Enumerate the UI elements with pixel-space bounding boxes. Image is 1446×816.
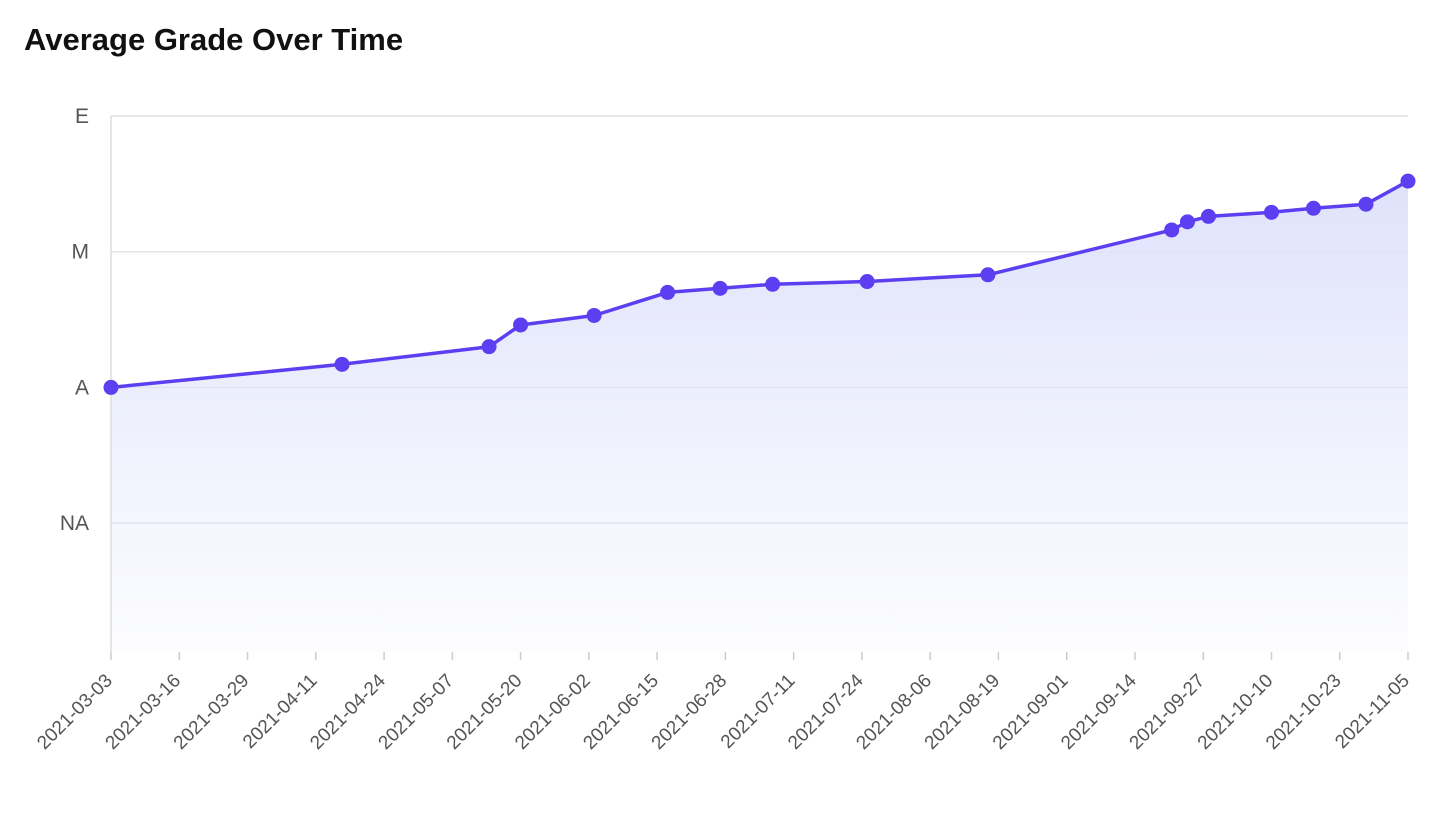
data-point[interactable] xyxy=(1358,196,1374,212)
data-point[interactable] xyxy=(586,307,602,323)
data-point[interactable] xyxy=(1179,214,1195,230)
data-point[interactable] xyxy=(1263,204,1279,220)
data-point[interactable] xyxy=(1400,173,1416,189)
data-point[interactable] xyxy=(712,280,728,296)
y-tick-label: E xyxy=(75,105,89,128)
data-point[interactable] xyxy=(481,339,497,355)
data-point[interactable] xyxy=(765,276,781,292)
data-point[interactable] xyxy=(1305,200,1321,216)
data-point[interactable] xyxy=(859,274,875,290)
x-tick-label: 2021-11-05 xyxy=(1331,670,1414,753)
x-axis-ticks xyxy=(110,652,1409,660)
data-point[interactable] xyxy=(980,267,996,283)
x-axis-labels: 2021-03-032021-03-162021-03-292021-04-11… xyxy=(33,670,1414,754)
y-axis-labels: NA A M E xyxy=(60,105,89,535)
data-point[interactable] xyxy=(1164,222,1180,238)
y-tick-label: M xyxy=(72,241,90,264)
data-points xyxy=(103,173,1416,395)
data-point[interactable] xyxy=(660,284,676,300)
data-point[interactable] xyxy=(103,379,119,395)
y-tick-label: A xyxy=(75,376,89,399)
data-point[interactable] xyxy=(513,317,529,333)
data-point[interactable] xyxy=(334,356,350,372)
area-fill xyxy=(111,181,1408,652)
data-point[interactable] xyxy=(1200,208,1216,224)
y-tick-label: NA xyxy=(60,512,89,535)
chart-title: Average Grade Over Time xyxy=(24,22,404,57)
